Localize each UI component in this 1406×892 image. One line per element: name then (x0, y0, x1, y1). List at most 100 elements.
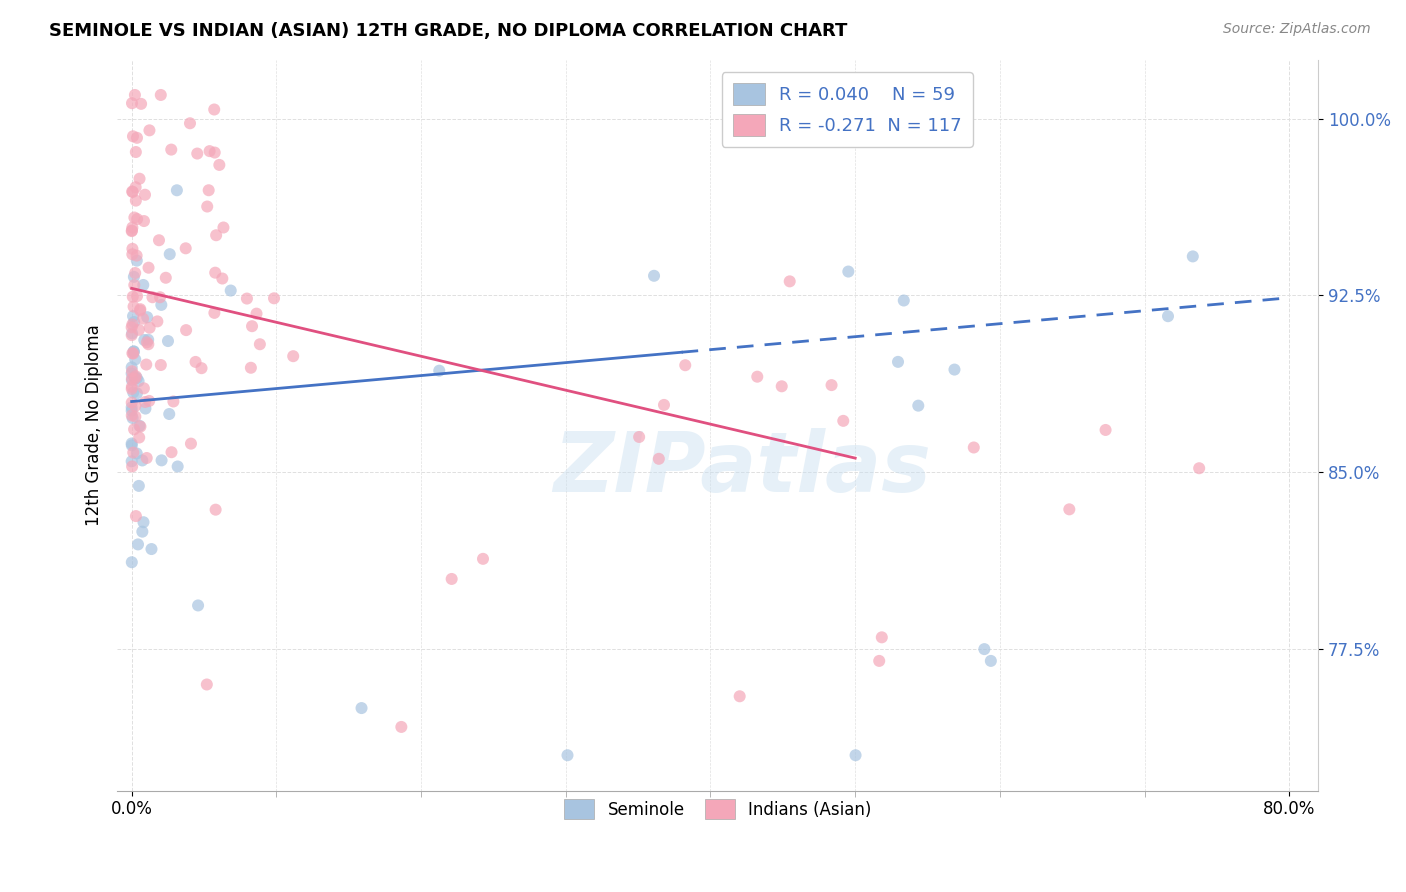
Y-axis label: 12th Grade, No Diploma: 12th Grade, No Diploma (86, 324, 103, 526)
Point (198, 144, 221, 158)
Point (1181, 249, 1204, 263)
Point (125, 386, 148, 401)
Point (673, 358, 696, 372)
Point (121, 185, 143, 199)
Point (427, 364, 450, 378)
Point (121, 346, 143, 360)
Point (628, 430, 651, 444)
Point (124, 211, 146, 225)
Point (138, 320, 160, 334)
Point (125, 249, 148, 263)
Point (1059, 502, 1081, 516)
Text: Source: ZipAtlas.com: Source: ZipAtlas.com (1223, 22, 1371, 37)
Point (121, 380, 143, 394)
Point (155, 270, 177, 285)
Point (870, 630, 893, 644)
Point (1094, 423, 1116, 437)
Point (202, 103, 225, 117)
Point (149, 290, 172, 304)
Point (239, 360, 262, 375)
Point (121, 360, 143, 375)
Point (150, 453, 173, 467)
Point (157, 407, 180, 421)
Point (973, 642, 995, 657)
Point (121, 185, 143, 199)
Point (187, 599, 209, 613)
Point (907, 399, 929, 413)
Point (125, 369, 148, 384)
Point (121, 247, 143, 261)
Point (156, 334, 179, 348)
Point (129, 96, 152, 111)
Point (121, 411, 143, 425)
Point (219, 284, 242, 298)
Legend: Seminole, Indians (Asian): Seminole, Indians (Asian) (558, 792, 877, 826)
Point (134, 187, 156, 202)
Point (136, 333, 159, 347)
Point (204, 266, 226, 280)
Point (129, 303, 152, 318)
Point (121, 459, 143, 474)
Point (149, 358, 172, 372)
Point (179, 116, 201, 130)
Point (820, 378, 842, 392)
Point (122, 344, 145, 359)
Point (125, 131, 148, 145)
Point (132, 381, 155, 395)
Point (195, 677, 218, 691)
Point (121, 555, 143, 569)
Point (122, 385, 145, 400)
Point (728, 690, 751, 704)
Point (174, 241, 197, 255)
Point (141, 542, 163, 557)
Point (122, 300, 145, 314)
Point (122, 344, 145, 359)
Point (150, 298, 173, 312)
Point (440, 572, 463, 586)
Point (124, 266, 146, 280)
Point (245, 307, 267, 321)
Point (236, 292, 259, 306)
Point (240, 319, 263, 334)
Point (350, 701, 373, 715)
Point (124, 370, 146, 384)
Point (263, 291, 285, 305)
Point (121, 382, 143, 396)
Point (122, 315, 145, 329)
Point (160, 143, 183, 157)
Point (122, 445, 145, 459)
Point (472, 552, 495, 566)
Point (132, 214, 155, 228)
Point (138, 123, 160, 137)
Point (197, 183, 219, 197)
Point (121, 223, 143, 237)
Point (868, 654, 890, 668)
Point (121, 438, 143, 452)
Point (128, 430, 150, 444)
Point (124, 87, 146, 102)
Point (128, 171, 150, 186)
Point (211, 271, 233, 285)
Point (138, 393, 160, 408)
Point (138, 260, 160, 275)
Point (121, 403, 143, 417)
Point (160, 445, 183, 459)
Point (837, 264, 859, 278)
Point (643, 268, 665, 283)
Point (162, 394, 184, 409)
Point (121, 367, 143, 381)
Point (136, 337, 159, 351)
Point (121, 395, 143, 409)
Text: ZIPatlas: ZIPatlas (553, 428, 931, 509)
Point (125, 253, 148, 268)
Point (121, 290, 143, 304)
Point (184, 355, 207, 369)
Point (122, 129, 145, 144)
Point (190, 361, 212, 376)
Point (135, 358, 157, 372)
Text: SEMINOLE VS INDIAN (ASIAN) 12TH GRADE, NO DIPLOMA CORRELATION CHART: SEMINOLE VS INDIAN (ASIAN) 12TH GRADE, N… (49, 22, 848, 40)
Point (125, 289, 148, 303)
Point (148, 233, 170, 247)
Point (135, 335, 157, 350)
Point (980, 654, 1002, 668)
